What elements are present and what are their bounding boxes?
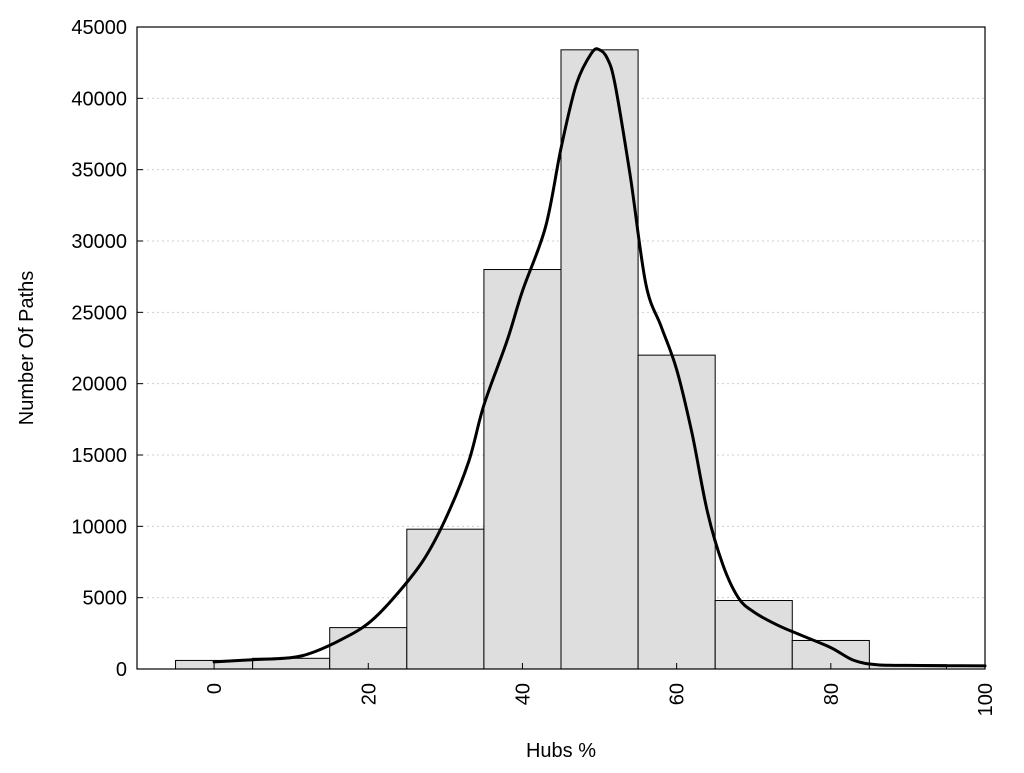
x-tick-label: 100 [975, 683, 997, 716]
x-tick-label: 0 [204, 683, 226, 694]
y-axis: 0 5000 10000 15000 20000 25000 30000 35000 40000… [71, 17, 143, 681]
y-tick-label: 40000 [71, 88, 127, 110]
y-tick-label: 15000 [71, 445, 127, 467]
grid-layer [137, 97, 985, 599]
y-tick-label: 30000 [71, 231, 127, 253]
y-axis-title: Number Of Paths [16, 271, 38, 426]
y-tick-label: 10000 [71, 516, 127, 538]
x-axis-title: Hubs % [526, 740, 596, 762]
x-tick-label: 20 [358, 683, 380, 705]
histogram-bar [329, 627, 408, 670]
histogram-bar [406, 528, 485, 670]
histogram-bar [637, 354, 716, 670]
histogram-bar [483, 269, 562, 670]
x-tick-label: 60 [667, 683, 689, 705]
y-tick-label: 45000 [71, 17, 127, 39]
y-tick-label: 0 [116, 659, 127, 681]
y-tick-label: 20000 [71, 374, 127, 396]
x-tick-label: 80 [821, 683, 843, 705]
x-axis: 0 20 40 60 80 100 [204, 663, 997, 716]
y-tick-label: 5000 [83, 588, 128, 610]
bars-layer [175, 49, 947, 670]
x-tick-label: 40 [512, 683, 534, 705]
plot-frame [136, 26, 986, 670]
curve-layer [212, 47, 987, 668]
y-tick-label: 35000 [71, 160, 127, 182]
histogram-bar [560, 49, 639, 670]
density-curve [212, 47, 987, 668]
y-tick-label: 25000 [71, 302, 127, 324]
